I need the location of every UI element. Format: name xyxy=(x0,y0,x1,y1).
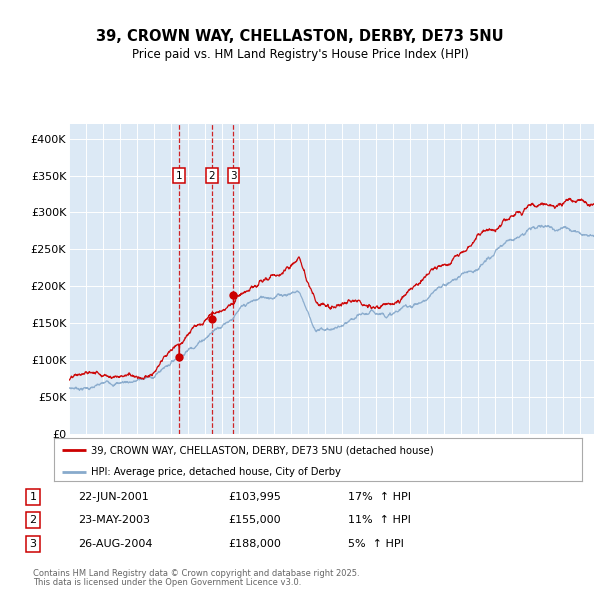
Text: Contains HM Land Registry data © Crown copyright and database right 2025.: Contains HM Land Registry data © Crown c… xyxy=(33,569,359,578)
Text: 2: 2 xyxy=(29,516,37,525)
Text: 39, CROWN WAY, CHELLASTON, DERBY, DE73 5NU: 39, CROWN WAY, CHELLASTON, DERBY, DE73 5… xyxy=(96,29,504,44)
Text: Price paid vs. HM Land Registry's House Price Index (HPI): Price paid vs. HM Land Registry's House … xyxy=(131,48,469,61)
Text: 22-JUN-2001: 22-JUN-2001 xyxy=(78,492,149,502)
Text: 39, CROWN WAY, CHELLASTON, DERBY, DE73 5NU (detached house): 39, CROWN WAY, CHELLASTON, DERBY, DE73 5… xyxy=(91,445,434,455)
Text: £188,000: £188,000 xyxy=(228,539,281,549)
Text: 3: 3 xyxy=(29,539,37,549)
Text: HPI: Average price, detached house, City of Derby: HPI: Average price, detached house, City… xyxy=(91,467,341,477)
Text: This data is licensed under the Open Government Licence v3.0.: This data is licensed under the Open Gov… xyxy=(33,578,301,588)
Text: 11%  ↑ HPI: 11% ↑ HPI xyxy=(348,516,411,525)
Text: 17%  ↑ HPI: 17% ↑ HPI xyxy=(348,492,411,502)
Text: 23-MAY-2003: 23-MAY-2003 xyxy=(78,516,150,525)
Text: 3: 3 xyxy=(230,171,237,181)
Text: 2: 2 xyxy=(209,171,215,181)
Text: 26-AUG-2004: 26-AUG-2004 xyxy=(78,539,152,549)
Text: 1: 1 xyxy=(176,171,182,181)
Text: 5%  ↑ HPI: 5% ↑ HPI xyxy=(348,539,404,549)
Text: £155,000: £155,000 xyxy=(228,516,281,525)
Text: 1: 1 xyxy=(29,492,37,502)
Text: £103,995: £103,995 xyxy=(228,492,281,502)
